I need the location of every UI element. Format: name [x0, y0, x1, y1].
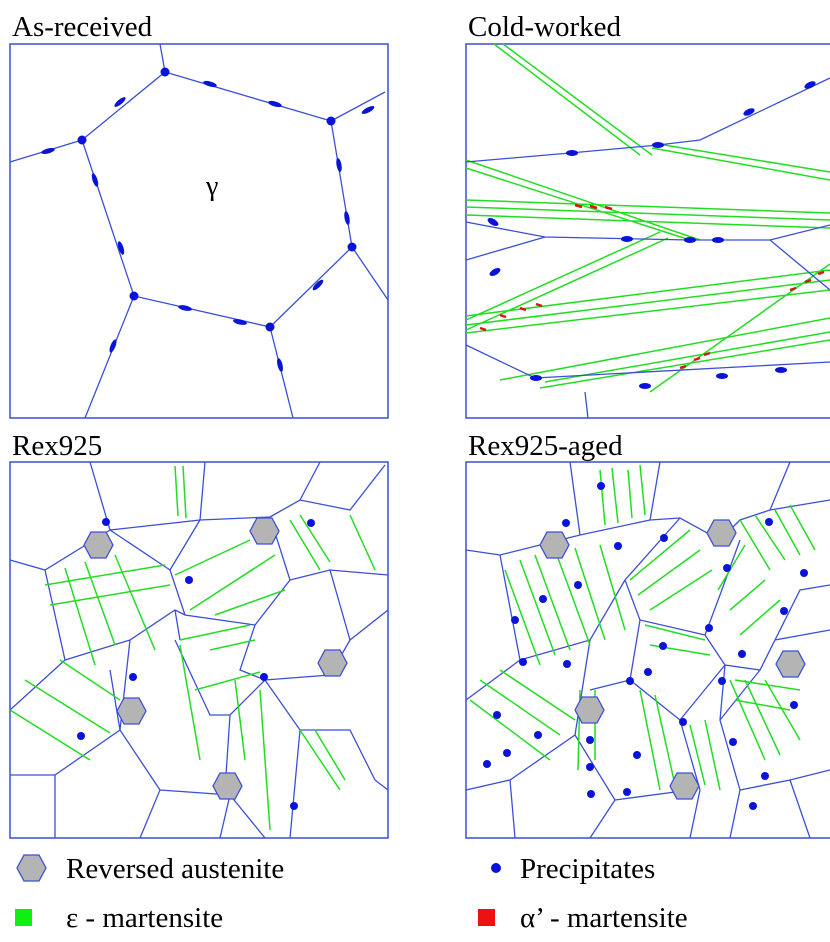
legend-label: Reversed austenite — [66, 853, 284, 885]
panel-title: Rex925 — [12, 430, 102, 462]
legend-swatch — [491, 863, 501, 873]
legend-label: ε - martensite — [66, 902, 223, 934]
panel-rex925-aged — [466, 462, 830, 838]
panel-as-received: γ — [10, 44, 388, 418]
legend: Reversed austenite Precipitates ε - mart… — [15, 853, 688, 934]
panel-title: As-received — [12, 11, 153, 43]
legend-label: α’ - martensite — [520, 902, 688, 934]
panel-rex925 — [10, 462, 388, 838]
legend-swatch — [17, 855, 46, 881]
legend-swatch — [15, 909, 32, 926]
grain-label: γ — [205, 171, 218, 202]
panel-cold-worked — [466, 44, 830, 418]
panel-title: Rex925-aged — [468, 430, 623, 462]
panel-title: Cold-worked — [468, 11, 622, 43]
diagram: As-received Cold-worked Rex925 Rex925-ag… — [0, 0, 830, 937]
legend-label: Precipitates — [520, 853, 655, 885]
legend-swatch — [478, 909, 495, 926]
